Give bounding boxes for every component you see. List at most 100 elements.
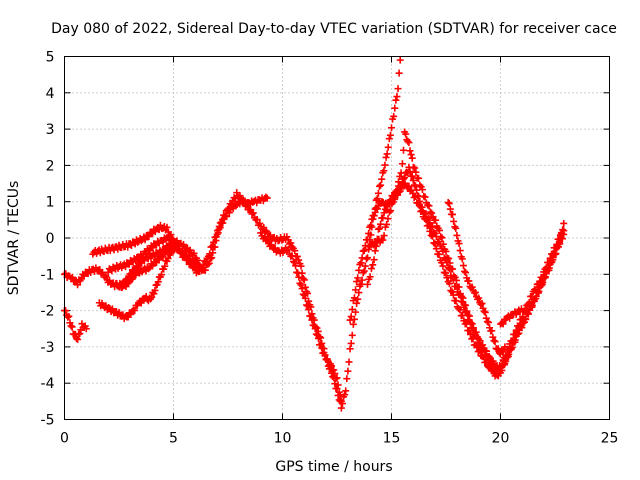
data-point <box>465 277 473 285</box>
series-arc-6 <box>113 245 177 292</box>
data-point <box>314 334 322 342</box>
data-point <box>348 331 356 339</box>
data-point <box>435 250 443 258</box>
data-point <box>380 232 388 240</box>
data-point <box>408 154 416 162</box>
data-point <box>411 193 419 201</box>
data-point <box>405 139 413 147</box>
data-point <box>180 241 188 249</box>
data-point <box>467 319 475 327</box>
data-point <box>82 325 90 333</box>
data-point <box>357 259 365 267</box>
data-point <box>345 358 353 366</box>
data-point <box>145 247 153 255</box>
data-point <box>448 288 456 296</box>
data-point <box>428 232 436 240</box>
data-point <box>74 281 82 289</box>
x-axis-label: GPS time / hours <box>275 459 392 475</box>
data-point <box>450 272 458 280</box>
data-point <box>346 316 354 324</box>
data-point <box>472 328 480 336</box>
data-point <box>438 234 446 242</box>
data-point <box>357 280 365 288</box>
data-point <box>395 69 403 77</box>
data-point <box>205 259 213 267</box>
data-point <box>406 168 414 176</box>
data-point <box>225 209 233 217</box>
data-point <box>435 226 443 234</box>
data-point <box>536 277 544 285</box>
data-point <box>291 247 299 255</box>
data-point <box>435 238 443 246</box>
data-point <box>373 235 381 243</box>
data-point <box>202 258 210 266</box>
data-point <box>450 217 458 225</box>
data-point <box>432 216 440 224</box>
x-tick-label: 20 <box>492 431 510 447</box>
series-arc-10 <box>364 179 568 377</box>
data-point <box>164 254 172 262</box>
data-point <box>328 362 336 370</box>
data-point <box>151 286 159 294</box>
data-point <box>387 207 395 215</box>
data-point <box>308 316 316 324</box>
data-point <box>295 256 303 264</box>
data-point <box>337 404 345 412</box>
data-point <box>415 202 423 210</box>
data-point <box>362 255 370 263</box>
data-point <box>459 262 467 270</box>
data-point <box>262 193 270 201</box>
data-point <box>300 276 308 284</box>
data-point <box>347 339 355 347</box>
data-point <box>292 262 300 270</box>
y-tick-labels: -5 -4 -3 -2 -1 0 1 2 3 4 5 <box>41 50 55 429</box>
series-arc-5 <box>104 233 177 276</box>
data-point <box>455 305 463 313</box>
data-point <box>353 278 361 286</box>
data-point <box>263 237 271 245</box>
data-point <box>145 265 153 273</box>
data-point <box>217 218 225 226</box>
data-point <box>248 210 256 218</box>
data-point <box>397 169 405 177</box>
data-point <box>374 189 382 197</box>
data-point <box>352 286 360 294</box>
y-tick-label: 0 <box>46 231 55 247</box>
data-point <box>386 131 394 139</box>
data-point <box>398 160 406 168</box>
data-point <box>336 391 344 399</box>
data-point <box>379 236 387 244</box>
data-point <box>367 265 375 273</box>
data-point <box>196 261 204 269</box>
data-point <box>560 227 568 235</box>
data-point <box>560 219 568 227</box>
data-point <box>122 283 130 291</box>
data-point <box>354 274 362 282</box>
data-point <box>261 233 269 241</box>
data-point <box>483 347 491 355</box>
data-point <box>344 367 352 375</box>
data-point <box>443 274 451 282</box>
data-point <box>249 209 257 217</box>
data-point <box>232 202 240 210</box>
data-point <box>555 236 563 244</box>
series-arc-1 <box>61 56 404 412</box>
data-point <box>421 193 429 201</box>
data-point <box>458 255 466 263</box>
data-point <box>455 240 463 248</box>
plot-frame <box>64 56 610 420</box>
data-point <box>371 247 379 255</box>
y-tick-label: 4 <box>46 86 55 102</box>
data-point <box>178 247 186 255</box>
data-point <box>392 96 400 104</box>
data-point <box>512 326 520 334</box>
data-point <box>370 212 378 220</box>
data-point <box>431 240 439 248</box>
data-point <box>480 307 488 315</box>
data-point <box>223 213 231 221</box>
data-point <box>399 175 407 183</box>
data-point <box>528 292 536 300</box>
data-point <box>451 223 459 231</box>
data-point <box>380 209 388 217</box>
